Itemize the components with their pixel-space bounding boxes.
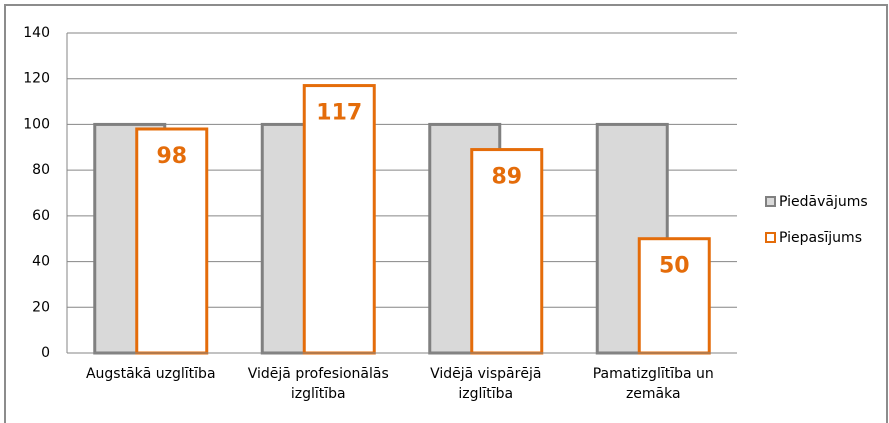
y-tick-label: 60 [32, 208, 50, 224]
data-label: 117 [316, 101, 362, 126]
y-tick-label: 40 [32, 254, 50, 270]
legend-label: Piepasījums [779, 230, 862, 246]
legend-swatch [765, 232, 776, 243]
x-tick-label: Vidējā profesionālās izglītība [247, 366, 389, 402]
y-tick-label: 100 [23, 116, 50, 132]
data-label: 98 [156, 144, 187, 169]
data-label: 89 [491, 165, 522, 190]
bar [470, 148, 544, 355]
y-tick-label: 20 [32, 299, 50, 315]
y-tick-label: 80 [32, 162, 50, 178]
bar [637, 237, 711, 355]
y-tick-label: 0 [41, 345, 50, 361]
y-tick-label: 120 [23, 71, 50, 87]
legend-swatch [765, 196, 776, 207]
x-tick-label: Augstākā uzglītība [85, 366, 216, 382]
chart-border [4, 4, 888, 423]
data-label: 50 [659, 254, 690, 279]
bar [302, 84, 376, 355]
bar [135, 127, 209, 355]
x-tick-label: Pamatizglītība un zemāka [592, 366, 714, 402]
legend-label: Piedāvājums [779, 194, 868, 210]
x-tick-label: Vidējā vispārējā izglītība [430, 366, 542, 402]
y-tick-label: 140 [23, 25, 50, 41]
